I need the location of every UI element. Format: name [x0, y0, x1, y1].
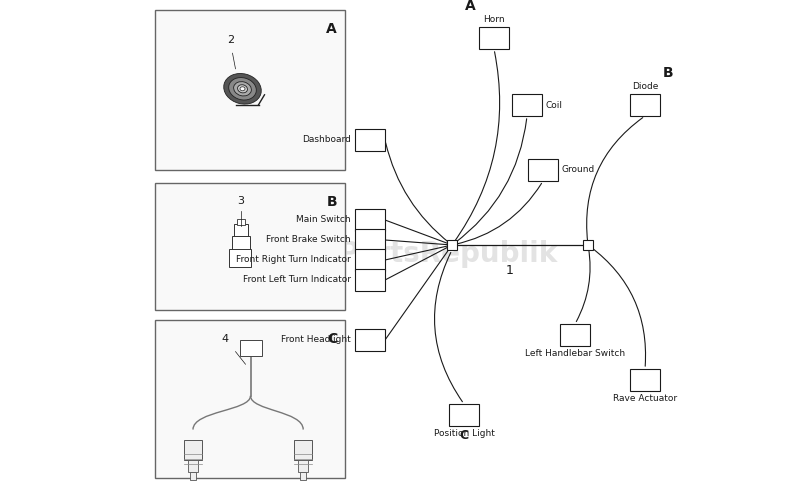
Bar: [188, 460, 198, 471]
Bar: [294, 440, 312, 460]
Bar: [155, 320, 345, 478]
Bar: [355, 249, 385, 271]
Text: C: C: [459, 429, 469, 442]
Bar: [449, 404, 479, 426]
Bar: [447, 240, 457, 250]
Text: C: C: [326, 332, 337, 346]
Text: Dashboard: Dashboard: [302, 136, 351, 144]
Text: Front Left Turn Indicator: Front Left Turn Indicator: [243, 276, 351, 285]
Bar: [298, 460, 308, 471]
Bar: [355, 269, 385, 291]
Bar: [479, 27, 509, 49]
Bar: [528, 159, 558, 181]
Text: B: B: [663, 66, 674, 80]
Text: Main Switch: Main Switch: [296, 216, 351, 224]
Text: A: A: [326, 22, 337, 36]
Text: Front Headlight: Front Headlight: [282, 336, 351, 345]
Text: PartsRepublik: PartsRepublik: [338, 240, 558, 268]
Text: Diode: Diode: [632, 82, 658, 91]
Ellipse shape: [229, 78, 256, 100]
Bar: [630, 94, 660, 116]
Bar: [355, 209, 385, 231]
Text: 2: 2: [227, 35, 234, 45]
Text: Front Brake Switch: Front Brake Switch: [266, 236, 351, 244]
Text: 1: 1: [506, 264, 514, 277]
Bar: [630, 369, 660, 391]
Ellipse shape: [240, 87, 245, 91]
Bar: [234, 224, 247, 236]
Bar: [583, 240, 593, 250]
Bar: [355, 329, 385, 351]
Text: Front Right Turn Indicator: Front Right Turn Indicator: [236, 256, 351, 264]
Bar: [355, 229, 385, 251]
Bar: [231, 236, 250, 252]
Text: Rave Actuator: Rave Actuator: [613, 394, 677, 403]
Bar: [300, 471, 306, 480]
Bar: [155, 10, 345, 170]
Text: Horn: Horn: [483, 15, 505, 24]
Text: 3: 3: [237, 196, 244, 206]
Bar: [355, 129, 385, 151]
Text: Coil: Coil: [546, 101, 563, 109]
Bar: [237, 219, 245, 225]
Bar: [560, 324, 590, 346]
Bar: [239, 341, 262, 356]
Bar: [184, 440, 202, 460]
Bar: [155, 183, 345, 310]
Text: Left Handlebar Switch: Left Handlebar Switch: [525, 349, 625, 358]
Text: Ground: Ground: [562, 165, 595, 175]
Ellipse shape: [224, 74, 262, 104]
Text: B: B: [326, 195, 337, 209]
Text: A: A: [466, 0, 476, 13]
Bar: [512, 94, 542, 116]
Ellipse shape: [234, 81, 251, 96]
Bar: [229, 249, 250, 267]
Text: 4: 4: [222, 334, 229, 344]
Bar: [190, 471, 196, 480]
Text: Position Light: Position Light: [434, 429, 494, 438]
Ellipse shape: [238, 85, 247, 93]
